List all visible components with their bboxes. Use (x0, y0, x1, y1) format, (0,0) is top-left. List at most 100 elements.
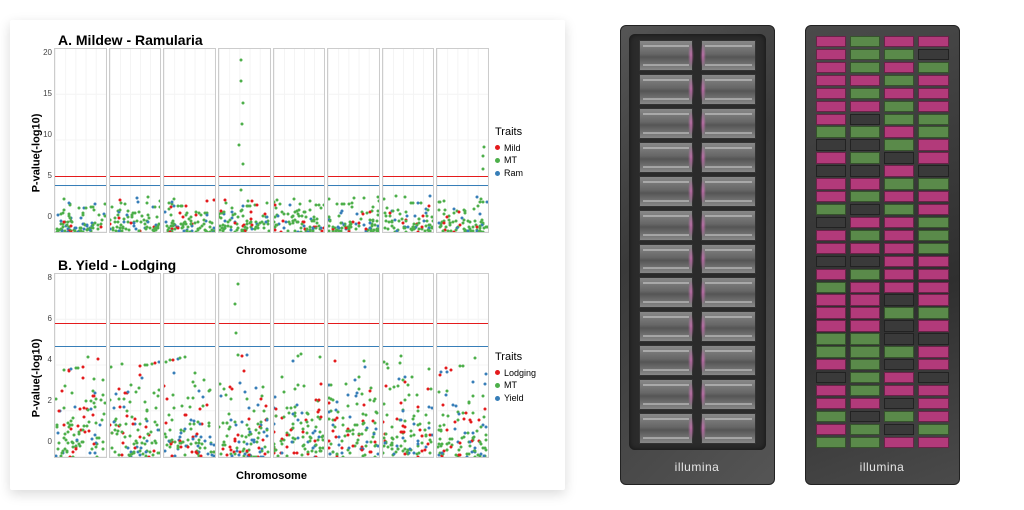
chip-b-cell (918, 359, 948, 370)
chart-b-facets: 1234567886420 (54, 273, 489, 458)
threshold-line (274, 323, 325, 324)
chip-a-slot (701, 311, 756, 342)
facet: 8 (436, 273, 489, 458)
chart-a-legend: Traits MildMTRam (489, 48, 557, 257)
chip-a-slot (639, 244, 694, 275)
chip-b-cell (850, 114, 880, 125)
facet: 2 (109, 48, 162, 233)
threshold-line (328, 185, 379, 186)
chip-b-cell (850, 191, 880, 202)
chip-b-cell (884, 256, 914, 267)
chip-b-cell (850, 411, 880, 422)
chip-b-cell (816, 333, 846, 344)
legend-dot (495, 145, 500, 150)
chip-b-cell (850, 204, 880, 215)
legend-label: Yield (504, 392, 524, 405)
y-tick-labels: 86420 (34, 273, 52, 446)
chip-b-cell (816, 217, 846, 228)
chip-b-cell (918, 398, 948, 409)
chip-b-cell (850, 139, 880, 150)
chip-b-cell (918, 372, 948, 383)
chip-b-cell (884, 230, 914, 241)
chip-b-column (816, 36, 846, 448)
chip-b-cell (884, 294, 914, 305)
chip-b-cell (884, 191, 914, 202)
chip-b-cell (884, 165, 914, 176)
chip-b-cell (884, 62, 914, 73)
chip-b-cell (884, 437, 914, 448)
chip-b-column (850, 36, 880, 448)
chip-b-cell (918, 126, 948, 137)
chip-b-cell (816, 282, 846, 293)
chip-b-cell (850, 333, 880, 344)
facet: 8 (436, 48, 489, 233)
chip-a-slot (639, 345, 694, 376)
chart-a-legend-items: MildMTRam (495, 142, 557, 180)
chip-b-cell (816, 320, 846, 331)
chip-b-cell (850, 385, 880, 396)
chart-b: B. Yield - Lodging P-value(-log10) 12345… (18, 257, 557, 482)
facet: 7 (382, 273, 435, 458)
chip-b-cell (884, 320, 914, 331)
threshold-line (110, 185, 161, 186)
chip-a-slot (701, 176, 756, 207)
threshold-line (274, 346, 325, 347)
chip-b-cell (850, 36, 880, 47)
chip-b-cell (816, 75, 846, 86)
chip-b-cell (918, 101, 948, 112)
threshold-line (328, 346, 379, 347)
chip-a-slot (701, 40, 756, 71)
facet: 6 (327, 273, 380, 458)
chip-b-column (884, 36, 914, 448)
chip-b-cell (918, 346, 948, 357)
threshold-line (328, 323, 379, 324)
chip-b-inner (814, 34, 951, 450)
chip-b-cell (850, 62, 880, 73)
chart-a-facets: 1234567820151050 (54, 48, 489, 233)
chip-a-slot (639, 210, 694, 241)
chip-b-cell (884, 424, 914, 435)
chip-b-cell (816, 101, 846, 112)
chip-b-cell (918, 437, 948, 448)
chip-b-cell (884, 346, 914, 357)
chip-a-slot (639, 176, 694, 207)
chip-b-cell (918, 230, 948, 241)
chip-b-cell (884, 152, 914, 163)
chip-b-cell (918, 62, 948, 73)
chip-b-cell (884, 333, 914, 344)
chip-b-cell (850, 346, 880, 357)
chip-a-column (701, 40, 756, 444)
chip-b-cell (850, 165, 880, 176)
chip-b-cell (918, 269, 948, 280)
chip-b-cell (850, 294, 880, 305)
chip-b-cell (884, 398, 914, 409)
chip-b-cell (816, 307, 846, 318)
chip-a-slot (701, 210, 756, 241)
chart-b-facets-wrap: 1234567886420 Chromosome (54, 273, 489, 482)
facet: 2 (109, 273, 162, 458)
threshold-line (437, 323, 488, 324)
legend-dot (495, 370, 500, 375)
chip-b-cell (816, 49, 846, 60)
chip-b-cell (816, 230, 846, 241)
legend-label: Lodging (504, 367, 536, 380)
threshold-line (437, 346, 488, 347)
threshold-line (164, 323, 215, 324)
legend-dot (495, 396, 500, 401)
chart-a-plot-row: P-value(-log10) 1234567820151050 Chromos… (18, 48, 557, 257)
chip-b-cell (884, 126, 914, 137)
threshold-line (383, 185, 434, 186)
chip-b-cell (918, 333, 948, 344)
chip-b-cell (918, 282, 948, 293)
chip-area: illumina illumina (565, 20, 1014, 490)
facet: 1 (54, 48, 107, 233)
threshold-line (219, 185, 270, 186)
chip-b-cell (816, 411, 846, 422)
chip-b-cell (918, 385, 948, 396)
chip-b-cell (816, 256, 846, 267)
facet: 3 (163, 48, 216, 233)
chip-a-slot (639, 40, 694, 71)
chip-b-cell (816, 385, 846, 396)
chip-a-slot (701, 345, 756, 376)
chip-b-cell (918, 36, 948, 47)
